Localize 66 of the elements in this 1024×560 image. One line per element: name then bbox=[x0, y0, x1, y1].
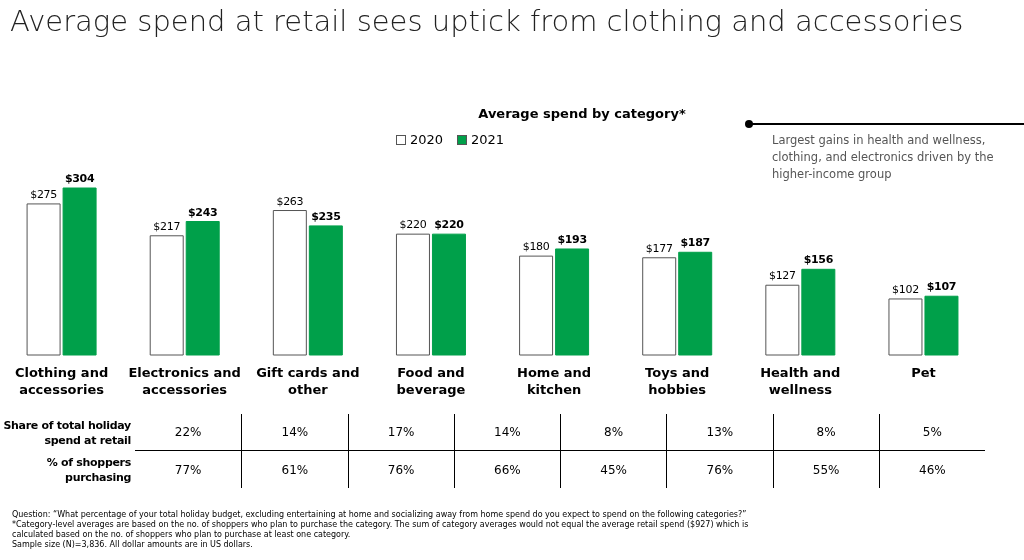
bar bbox=[765, 284, 800, 356]
text: 5% bbox=[878, 414, 985, 451]
text: 22% bbox=[135, 414, 242, 451]
bar bbox=[555, 248, 590, 356]
text: 45% bbox=[560, 451, 667, 488]
text: 77% bbox=[173, 461, 203, 479]
text: Question: “What percentage of your total holiday budget, excluding entertaining at home and socializing away from home spend do you expect to spend on the following categories?” bbox=[12, 510, 748, 520]
bar bbox=[888, 298, 923, 356]
bar bbox=[149, 235, 184, 356]
x-tick-label: Pet bbox=[911, 365, 936, 380]
text: 46% bbox=[878, 451, 985, 488]
text: Sample size (N)=3,836. All dollar amounts are in US dollars. bbox=[12, 540, 254, 550]
data-label: $243 bbox=[188, 205, 218, 219]
text: 76% bbox=[666, 451, 773, 488]
bar bbox=[924, 295, 959, 356]
x-tick-label: Electronics and accessories bbox=[128, 365, 241, 397]
text: 14% bbox=[453, 414, 560, 451]
data-label: $102 bbox=[892, 282, 919, 296]
legend-label: 2021 bbox=[470, 132, 505, 147]
chart-title: Average spend at retail sees uptick from clothing and accessories bbox=[10, 4, 964, 38]
data-label: $177 bbox=[645, 241, 673, 255]
legend-label: 2020 bbox=[408, 132, 443, 147]
data-label: $220 bbox=[399, 218, 427, 232]
data-label: $304 bbox=[64, 172, 95, 185]
text: 17% bbox=[347, 414, 454, 451]
bar bbox=[272, 210, 307, 356]
bar bbox=[308, 225, 343, 356]
bar bbox=[395, 233, 430, 356]
text: 61% bbox=[241, 451, 348, 488]
bar bbox=[801, 268, 836, 356]
x-tick-label: Health and wellness bbox=[760, 365, 841, 397]
text: Share of total holiday spend at retail bbox=[2, 417, 132, 449]
bar bbox=[185, 221, 220, 356]
text: 14% bbox=[241, 414, 348, 451]
data-label: $193 bbox=[557, 232, 587, 246]
data-label: $217 bbox=[153, 219, 181, 233]
text: 76% bbox=[347, 451, 454, 488]
data-label: $235 bbox=[311, 209, 341, 223]
x-tick-label: Clothing and accessories bbox=[14, 365, 109, 397]
data-label: $180 bbox=[522, 240, 550, 254]
text: 8% bbox=[560, 414, 667, 451]
x-tick-label: Home and kitchen bbox=[517, 365, 592, 397]
data-label: $187 bbox=[680, 236, 710, 250]
chart-subtitle: Average spend by category* bbox=[477, 106, 687, 121]
x-tick-label: Toys and hobbies bbox=[645, 365, 710, 397]
data-label: $127 bbox=[768, 269, 797, 283]
text: *Category-level averages are based on the no. of shoppers who plan to purchase the category. The sum of category averages would not equal the average retail spend ($927) which is calculated based on the no. of shoppers who plan to purchase at least one category. bbox=[12, 520, 750, 540]
x-tick-label: Food and beverage bbox=[396, 365, 466, 397]
data-label: $107 bbox=[926, 280, 957, 294]
text: % of shoppers purchasing bbox=[45, 454, 132, 486]
text: Largest gains in health and wellness, clothing, and electronics driven by the higher-income group bbox=[772, 132, 995, 183]
text: 13% bbox=[666, 414, 773, 451]
data-label: $263 bbox=[276, 194, 304, 208]
bar bbox=[642, 257, 677, 356]
x-tick-label: Gift cards and other bbox=[256, 365, 360, 397]
data-label: $275 bbox=[30, 187, 58, 201]
data-label: $156 bbox=[803, 253, 834, 267]
bar bbox=[519, 255, 554, 356]
bar bbox=[678, 251, 713, 356]
bar bbox=[26, 203, 61, 356]
text: 8% bbox=[772, 414, 879, 451]
data-label: $220 bbox=[434, 218, 465, 232]
text: 55% bbox=[772, 451, 879, 488]
bar bbox=[431, 233, 466, 356]
text: 66% bbox=[453, 451, 560, 488]
bar bbox=[62, 187, 97, 356]
